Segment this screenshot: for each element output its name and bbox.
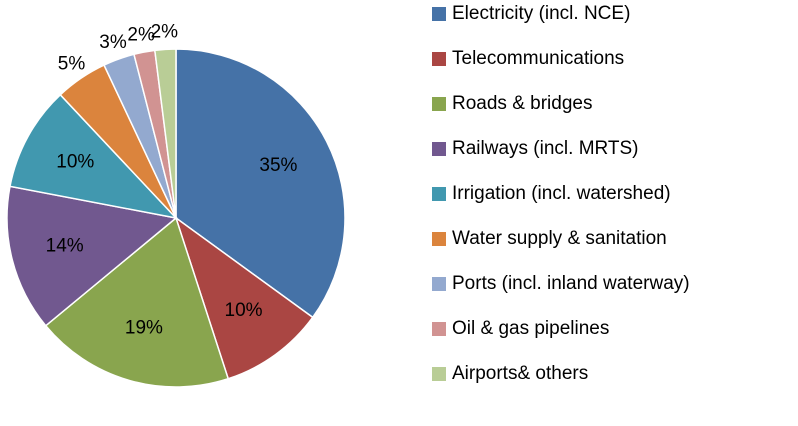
legend-swatch <box>432 232 446 246</box>
data-label: 5% <box>58 53 86 74</box>
legend-label: Roads & bridges <box>452 93 592 114</box>
data-label: 2% <box>127 24 155 45</box>
legend-label: Railways (incl. MRTS) <box>452 138 639 159</box>
legend-swatch <box>432 97 446 111</box>
legend-label: Airports& others <box>452 363 588 384</box>
legend-swatch <box>432 322 446 336</box>
pie-slice <box>153 48 177 219</box>
legend-label: Irrigation (incl. watershed) <box>452 183 671 204</box>
legend-swatch <box>432 142 446 156</box>
data-label: 10% <box>225 300 263 321</box>
data-label: 2% <box>151 21 179 42</box>
data-label: 35% <box>259 155 297 176</box>
data-label: 3% <box>99 32 127 53</box>
legend-swatch <box>432 7 446 21</box>
pie-slice <box>175 48 346 319</box>
legend-swatch <box>432 187 446 201</box>
pie-slice <box>6 185 178 327</box>
legend-label: Water supply & sanitation <box>452 228 667 249</box>
pie-slice <box>44 216 230 388</box>
legend-swatch <box>432 52 446 66</box>
pie-slice <box>9 93 179 220</box>
legend-label: Electricity (incl. NCE) <box>452 3 630 24</box>
data-label: 19% <box>125 317 163 338</box>
legend-label: Telecommunications <box>452 48 624 69</box>
legend-label: Oil & gas pipelines <box>452 318 609 339</box>
legend-label: Ports (incl. inland waterway) <box>452 273 690 294</box>
data-label: 14% <box>46 236 84 257</box>
data-label: 10% <box>56 152 94 173</box>
legend-swatch <box>432 277 446 291</box>
legend-swatch <box>432 367 446 381</box>
pie-slice <box>174 216 314 380</box>
